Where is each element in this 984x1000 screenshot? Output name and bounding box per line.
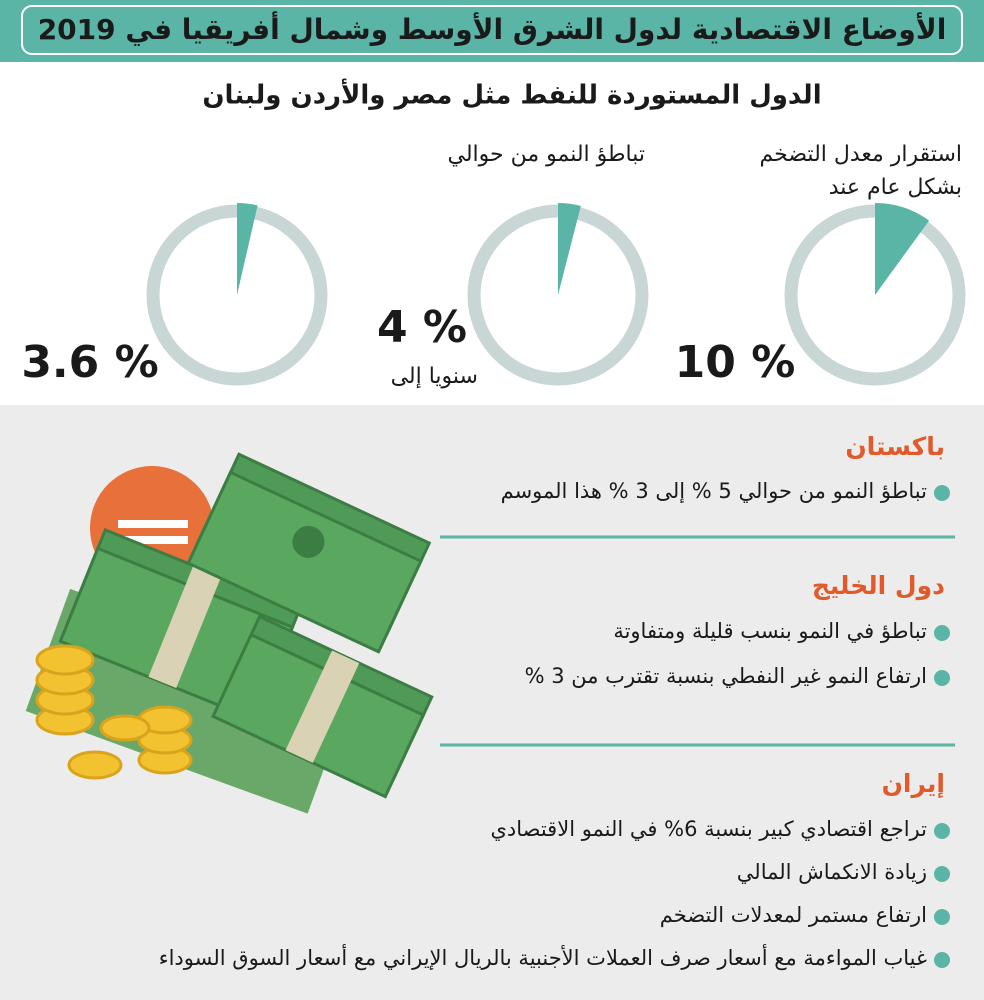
section-item: غياب المواءمة مع أسعار صرف العملات الأجن… xyxy=(159,944,927,970)
bullet xyxy=(934,485,950,501)
section-heading: إيران xyxy=(882,769,945,799)
gauge-wedge xyxy=(558,203,581,295)
section-item: تراجع اقتصادي كبير بنسبة 6% في النمو الا… xyxy=(490,817,927,841)
coin-mark xyxy=(118,520,188,528)
gauge-wedge xyxy=(237,203,258,295)
title: الأوضاع الاقتصادية لدول الشرق الأوسط وشم… xyxy=(38,11,947,46)
gauge-caption: تباطؤ النمو من حوالي xyxy=(447,142,645,167)
bullet xyxy=(934,670,950,686)
gauge-wedge xyxy=(875,203,930,295)
section-heading: دول الخليج xyxy=(812,571,945,601)
bullet xyxy=(934,909,950,925)
money-illustration xyxy=(25,452,434,814)
bullet xyxy=(934,952,950,968)
coin xyxy=(67,750,123,780)
section-item: ارتفاع مستمر لمعدلات التضخم xyxy=(660,903,927,928)
coin xyxy=(99,714,151,742)
bill-seal xyxy=(292,525,325,558)
subtitle: الدول المستوردة للنفط مثل مصر والأردن ول… xyxy=(202,79,821,111)
section-item: زيادة الانكماش المالي xyxy=(737,860,927,884)
bullet xyxy=(934,866,950,882)
gauge-note: سنويا إلى xyxy=(391,364,478,389)
band xyxy=(148,565,222,689)
band xyxy=(285,650,360,763)
gauge-value: 3.6 % xyxy=(21,337,158,388)
gauge-caption: بشكل عام عند xyxy=(829,175,962,200)
section-heading: باكستان xyxy=(845,432,945,461)
coin-mark xyxy=(118,536,188,544)
gauge-caption: استقرار معدل التضخم xyxy=(760,142,962,167)
bill-stack xyxy=(186,470,423,654)
bullet xyxy=(934,823,950,839)
title-frame xyxy=(21,5,963,55)
gauge-value: 4 % xyxy=(377,302,467,353)
bullet xyxy=(934,625,950,641)
section-item: ارتفاع النمو غير النفطي بنسبة تقترب من 3… xyxy=(525,664,927,688)
coin xyxy=(35,644,95,676)
section-item: تباطؤ النمو من حوالي 5 % إلى 3 % هذا الم… xyxy=(501,479,928,504)
gauge-value: 10 % xyxy=(675,337,796,388)
section-item: تباطؤ في النمو بنسب قليلة ومتفاوتة xyxy=(613,619,927,643)
